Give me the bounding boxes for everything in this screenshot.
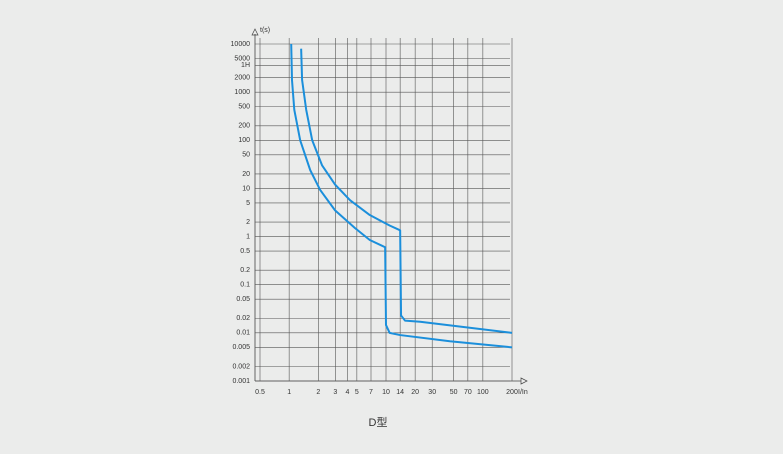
y-tick-label: 20 <box>242 171 250 178</box>
x-tick-label: 70 <box>464 389 472 396</box>
x-tick-label: 200 <box>506 389 518 396</box>
x-tick-label: 30 <box>428 389 436 396</box>
x-tick-label: 3 <box>333 389 337 396</box>
y-tick-label: 0.005 <box>232 344 250 351</box>
curve <box>300 48 513 334</box>
y-tick-label: 5000 <box>234 55 250 62</box>
x-tick-label: 20 <box>411 389 419 396</box>
y-tick-label: 0.2 <box>240 267 250 274</box>
y-tick-label: 0.05 <box>236 296 250 303</box>
y-tick-label: 2000 <box>234 74 250 81</box>
x-axis-label: I/In <box>518 389 528 396</box>
y-tick-label: 1 <box>246 233 250 240</box>
x-tick-label: 100 <box>477 389 489 396</box>
y-tick-label: 500 <box>238 103 250 110</box>
x-arrow <box>520 377 528 385</box>
x-tick-label: 7 <box>369 389 373 396</box>
y-tick-label: 1000 <box>234 89 250 96</box>
caption: D型 <box>369 415 388 429</box>
x-tick-label: 0.5 <box>255 389 265 396</box>
y-tick-label: 1H <box>241 62 250 69</box>
x-tick-label: 5 <box>355 389 359 396</box>
y-axis-label: t(s) <box>260 27 270 34</box>
y-tick-label: 100 <box>238 137 250 144</box>
y-tick-label: 0.5 <box>240 248 250 255</box>
x-tick-label: 14 <box>396 389 404 396</box>
x-tick-label: 2 <box>316 389 320 396</box>
y-tick-label: 50 <box>242 152 250 159</box>
x-tick-label: 4 <box>346 389 350 396</box>
y-tick-label: 0.001 <box>232 378 250 385</box>
y-tick-label: 2 <box>246 219 250 226</box>
curve <box>290 43 513 349</box>
x-tick-label: 10 <box>382 389 390 396</box>
y-tick-label: 0.02 <box>236 315 250 322</box>
y-tick-label: 10000 <box>231 41 251 48</box>
x-tick-label: 50 <box>450 389 458 396</box>
y-tick-label: 5 <box>246 200 250 207</box>
y-tick-label: 200 <box>238 123 250 130</box>
y-tick-label: 0.1 <box>240 282 250 289</box>
y-tick-label: 10 <box>242 185 250 192</box>
y-arrow <box>251 28 259 36</box>
x-tick-label: 1 <box>287 389 291 396</box>
y-tick-label: 0.01 <box>236 330 250 337</box>
y-tick-label: 0.002 <box>232 363 250 370</box>
